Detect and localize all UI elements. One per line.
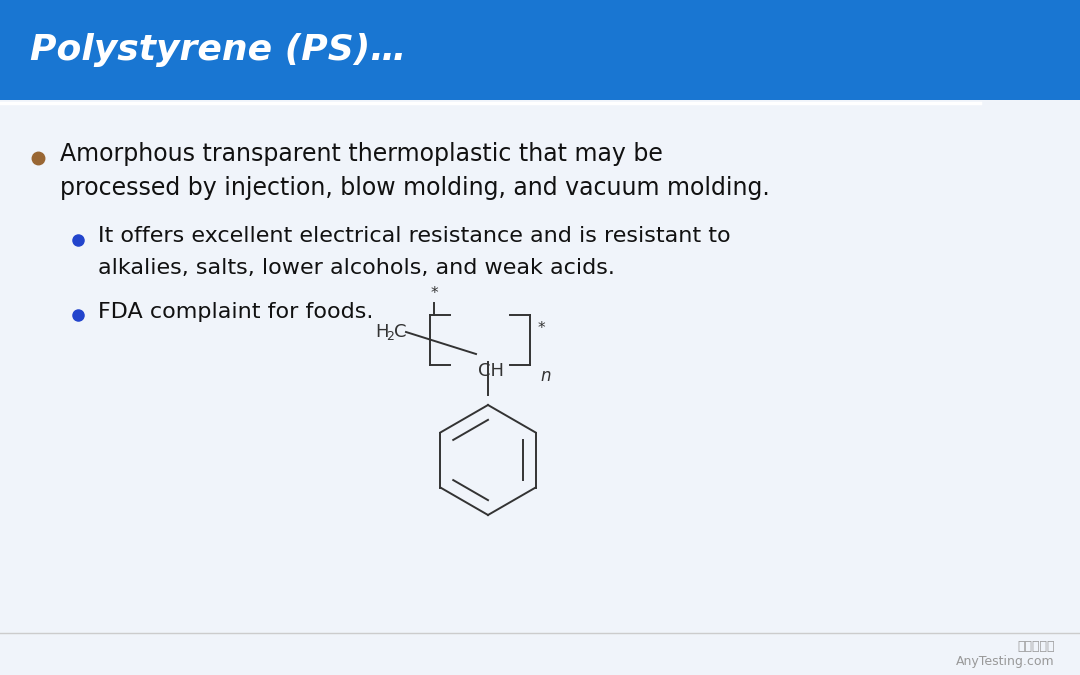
FancyBboxPatch shape — [0, 0, 1050, 100]
Text: n: n — [540, 367, 551, 385]
Text: FDA complaint for foods.: FDA complaint for foods. — [98, 302, 374, 322]
Text: Amorphous transparent thermoplastic that may be: Amorphous transparent thermoplastic that… — [60, 142, 663, 166]
Text: 嘉峪检测网: 嘉峪检测网 — [1017, 641, 1055, 653]
Bar — [0, 0, 1080, 100]
Text: alkalies, salts, lower alcohols, and weak acids.: alkalies, salts, lower alcohols, and wea… — [98, 258, 615, 278]
Text: AnyTesting.com: AnyTesting.com — [957, 655, 1055, 668]
Text: *: * — [538, 321, 545, 335]
Text: processed by injection, blow molding, and vacuum molding.: processed by injection, blow molding, an… — [60, 176, 770, 200]
Text: Polystyrene (PS)…: Polystyrene (PS)… — [30, 33, 406, 67]
Text: C: C — [394, 323, 406, 341]
Text: It offers excellent electrical resistance and is resistant to: It offers excellent electrical resistanc… — [98, 226, 731, 246]
Text: 2: 2 — [386, 331, 394, 344]
Text: CH: CH — [478, 362, 504, 380]
Bar — [0, 0, 50, 100]
Text: H: H — [375, 323, 389, 341]
Text: *: * — [430, 286, 437, 301]
